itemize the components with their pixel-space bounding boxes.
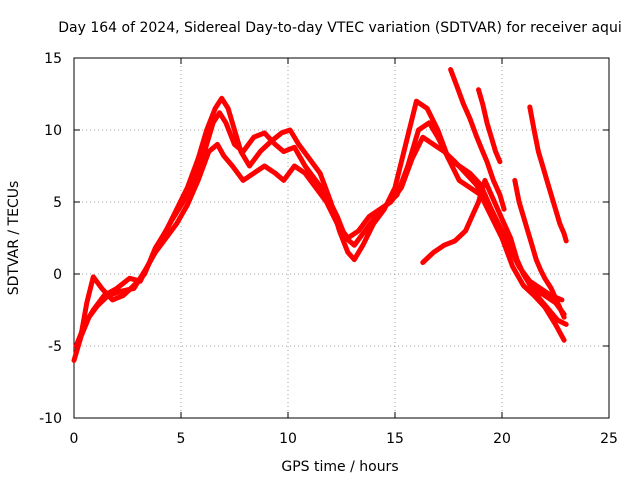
y-tick-label: -10 xyxy=(39,411,62,427)
data-series xyxy=(71,67,569,363)
y-tick-label: 10 xyxy=(44,123,62,139)
y-tick-label: 5 xyxy=(53,195,62,211)
x-tick-label: 10 xyxy=(279,431,297,447)
series-trace-2 xyxy=(73,110,567,349)
x-tick-label: 0 xyxy=(70,431,79,447)
series-trace-6 xyxy=(476,87,503,165)
y-tick-label: 15 xyxy=(44,51,62,67)
series-trace-5 xyxy=(448,67,507,212)
chart-title: Day 164 of 2024, Sidereal Day-to-day VTE… xyxy=(58,20,621,36)
x-tick-labels: 0 5 10 15 20 25 xyxy=(70,431,618,447)
plot-frame xyxy=(73,57,610,419)
y-tick-labels: -10 -5 0 5 10 15 xyxy=(39,51,62,427)
x-tick-label: 15 xyxy=(386,431,404,447)
x-axis-label: GPS time / hours xyxy=(281,459,398,475)
x-tick-label: 20 xyxy=(493,431,511,447)
x-tick-label: 25 xyxy=(600,431,618,447)
axis-ticks xyxy=(73,57,610,419)
series-trace-7 xyxy=(527,104,569,244)
series-trace-4 xyxy=(420,177,569,327)
y-axis-label: SDTVAR / TECUs xyxy=(6,181,22,296)
series-trace-8 xyxy=(512,177,567,320)
y-tick-label: 0 xyxy=(53,267,62,283)
y-tick-label: -5 xyxy=(48,339,62,355)
x-tick-label: 5 xyxy=(177,431,186,447)
